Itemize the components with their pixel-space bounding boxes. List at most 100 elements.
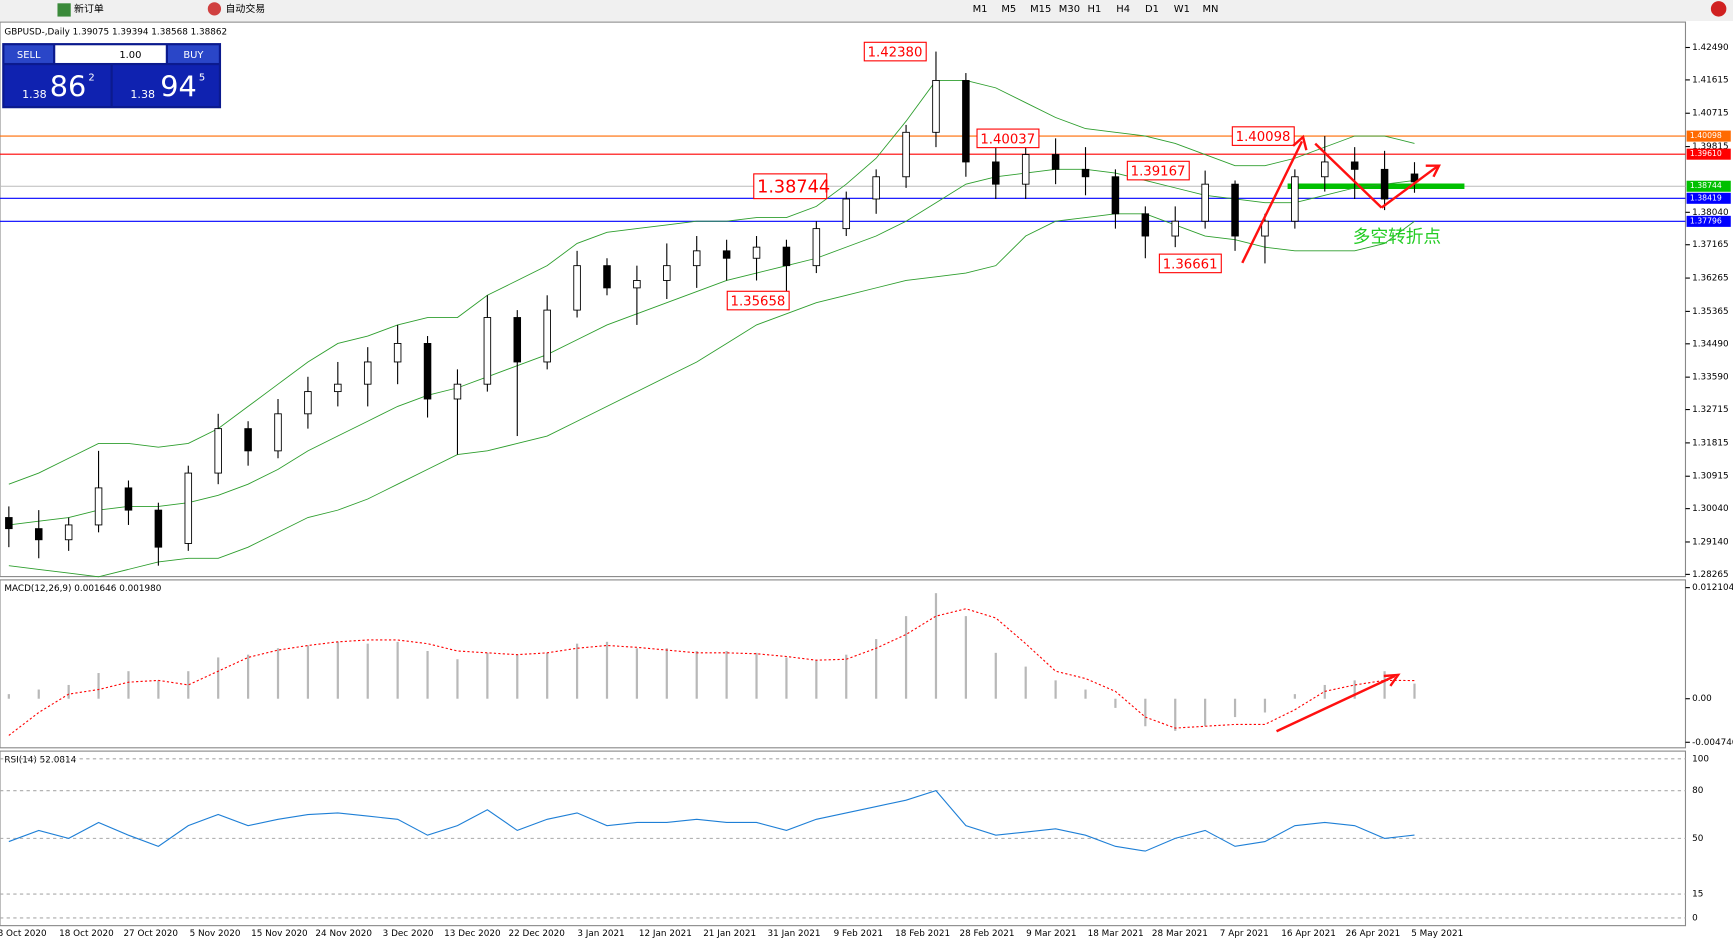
x-tick-label: 15 Nov 2020 [251,929,308,939]
x-tick-label: 5 May 2021 [1411,929,1463,939]
x-tick-label: 24 Nov 2020 [315,929,372,939]
timeframe-button[interactable]: M15 [1030,4,1051,15]
annotation-label: 1.35658 [731,295,786,310]
annotation-box [1231,126,1295,146]
rsi-line [8,790,1415,852]
buy-price-box[interactable] [112,65,219,107]
arrow-head [1383,673,1401,687]
timeframe-button[interactable]: MN [1202,4,1218,15]
bollinger-middle [8,168,1415,526]
candle-body [34,528,43,541]
macd-bar [426,650,429,699]
auto-trading-button[interactable]: 自动交易 [225,2,265,15]
level-label: 1.38419 [1690,193,1722,202]
candle-body [154,509,163,548]
notification-badge[interactable] [1710,1,1727,17]
annotation-box [976,128,1040,149]
candle-body [543,309,551,363]
y-tick-label: 1.37165 [1692,240,1729,250]
timeframe-button[interactable]: D1 [1145,4,1159,15]
sell-price-box[interactable] [4,65,111,107]
bollinger-lower [8,213,1415,578]
candle-body [1171,220,1179,237]
auto-trading-icon[interactable] [207,2,222,16]
arrow [1241,140,1304,264]
y-tick-label: 1.38040 [1692,208,1729,218]
macd-bar [1413,683,1416,699]
trade-panel: SELL 1.00 BUY 1.38 86 2 1.38 94 5 [2,43,222,109]
lot-value[interactable]: 1.00 [119,50,141,61]
candle-body [1380,168,1389,200]
timeframe-button[interactable]: W1 [1174,4,1190,15]
x-tick-label: 3 Jan 2021 [577,929,624,939]
candle-body [842,198,851,230]
rsi-label: RSI(14) 52.0814 [4,755,76,765]
candle-body [1081,168,1090,178]
timeframe-button[interactable]: M30 [1059,4,1080,15]
x-tick-label: 9 Mar 2021 [1026,929,1076,939]
price-panel [0,21,1687,578]
macd-bar [276,648,280,699]
timeframe-button[interactable]: H1 [1088,4,1102,15]
annotation-label: 1.42380 [868,46,923,61]
buy-button[interactable] [167,45,219,63]
trend-arrows [1241,134,1441,733]
candle-body [633,280,641,289]
toolbar [0,0,1733,21]
annotation-label: 1.40037 [980,132,1035,147]
macd-bar [1174,698,1177,731]
new-order-button[interactable]: 新订单 [74,2,104,15]
candle-body [1350,161,1359,170]
timeframe-button[interactable]: M5 [1001,4,1016,15]
timeframe-button[interactable]: M1 [973,4,988,15]
timeframe-button[interactable]: H4 [1116,4,1130,15]
y-tick-label: 1.40715 [1692,109,1729,119]
candle-body [992,161,1000,185]
macd-bar [695,650,698,699]
candle-body [1021,154,1030,185]
buy-price-big: 94 [160,69,197,103]
x-tick-label: 9 Feb 2021 [834,929,883,939]
rsi-tick-label: 80 [1692,786,1704,796]
macd-bar [246,654,250,699]
y-tick-label: 1.39815 [1692,142,1729,152]
macd-bar [37,689,40,699]
buy-label[interactable]: BUY [183,50,204,61]
macd-bar [97,673,100,699]
macd-bar [934,593,938,699]
annotation-box [753,173,828,200]
macd-bar [7,694,10,699]
candle-body [962,80,970,163]
macd-bar [217,657,220,699]
candle-body [94,487,103,526]
macd-bar [456,659,459,699]
rsi-tick-label: 50 [1692,834,1704,844]
macd-bar [1233,698,1237,718]
sell-label[interactable]: SELL [17,50,41,61]
macd-bar [396,641,399,699]
candle-body [1321,161,1329,178]
rsi-tick-label: 15 [1692,890,1703,900]
candle-body [573,265,581,311]
arrow-head [1425,164,1441,178]
macd-bar [1084,689,1087,699]
x-tick-label: 12 Jan 2021 [639,929,692,939]
note: 多空转折点 [1353,226,1441,247]
sell-button[interactable] [4,45,54,63]
candle-body [1051,154,1060,170]
candle-body [1141,213,1150,237]
new-order-icon[interactable] [57,3,71,17]
macd-bar [486,652,489,699]
x-tick-label: 5 Nov 2020 [190,929,241,939]
lot-input[interactable] [55,45,166,63]
macd-bar [755,652,758,699]
macd-bar [665,648,668,699]
macd-bar [366,643,369,699]
macd-bar [1114,698,1117,708]
candle-body [902,131,910,178]
x-tick-label: 8 Oct 2020 [0,929,47,939]
x-tick-label: 18 Mar 2021 [1088,929,1144,939]
candle-body [334,383,342,393]
macd-bar [187,671,190,699]
